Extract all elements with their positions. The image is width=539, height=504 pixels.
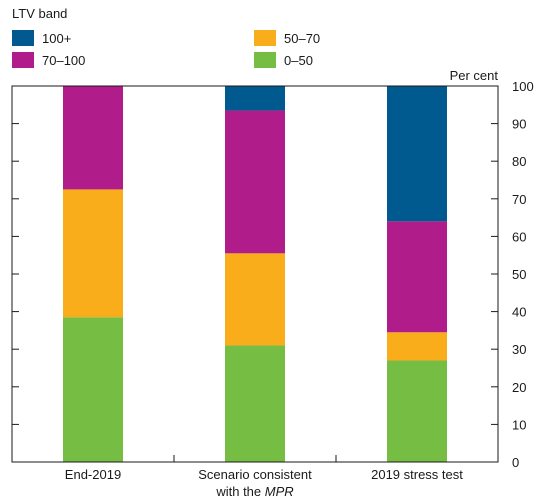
y-tick-label: 40: [512, 305, 526, 320]
y-tick-label: 0: [512, 455, 519, 470]
x-tick-labels: End-2019 Scenario consistent with the MPR 2…: [65, 467, 463, 499]
x-tick-label-line2: with the MPR: [215, 484, 293, 499]
bars: [63, 86, 447, 462]
axes: [11, 85, 499, 463]
y-axis-label: Per cent: [450, 68, 499, 83]
bar-segment: [63, 189, 123, 318]
x-tick-label-line2-italic: MPR: [265, 484, 294, 499]
y-tick-label: 10: [512, 417, 526, 432]
y-tick-labels: 0 10 20 30 40 50 60 70 80 90 100: [512, 79, 534, 470]
x-tick-label: 2019 stress test: [371, 467, 463, 482]
bar-segment: [63, 86, 123, 190]
bar-segment: [63, 317, 123, 462]
bar-segment: [387, 332, 447, 361]
legend: 100+ 50–70 70–100 0–50: [12, 30, 320, 68]
legend-swatch: [12, 30, 34, 46]
bar-segment: [225, 345, 285, 462]
y-tick-label: 50: [512, 267, 526, 282]
y-tick-label: 70: [512, 192, 526, 207]
x-tick-label-line2-prefix: with the: [215, 484, 264, 499]
legend-swatch: [254, 30, 276, 46]
y-tick-label: 30: [512, 342, 526, 357]
bar-segment: [225, 110, 285, 254]
bar-segment: [387, 221, 447, 333]
bar-segment: [387, 360, 447, 462]
legend-label: 0–50: [284, 53, 313, 68]
legend-title: LTV band: [12, 6, 67, 21]
bar-segment: [225, 86, 285, 111]
legend-label: 50–70: [284, 31, 320, 46]
x-tick-label: Scenario consistent: [198, 467, 312, 482]
legend-label: 70–100: [42, 53, 85, 68]
y-tick-label: 20: [512, 380, 526, 395]
legend-swatch: [12, 52, 34, 68]
y-tick-label: 90: [512, 117, 526, 132]
x-tick-label: End-2019: [65, 467, 121, 482]
y-tick-label: 100: [512, 79, 534, 94]
bar-segment: [225, 253, 285, 346]
legend-swatch: [254, 52, 276, 68]
y-tick-label: 60: [512, 229, 526, 244]
legend-label: 100+: [42, 31, 71, 46]
bar-segment: [387, 86, 447, 222]
y-tick-label: 80: [512, 154, 526, 169]
